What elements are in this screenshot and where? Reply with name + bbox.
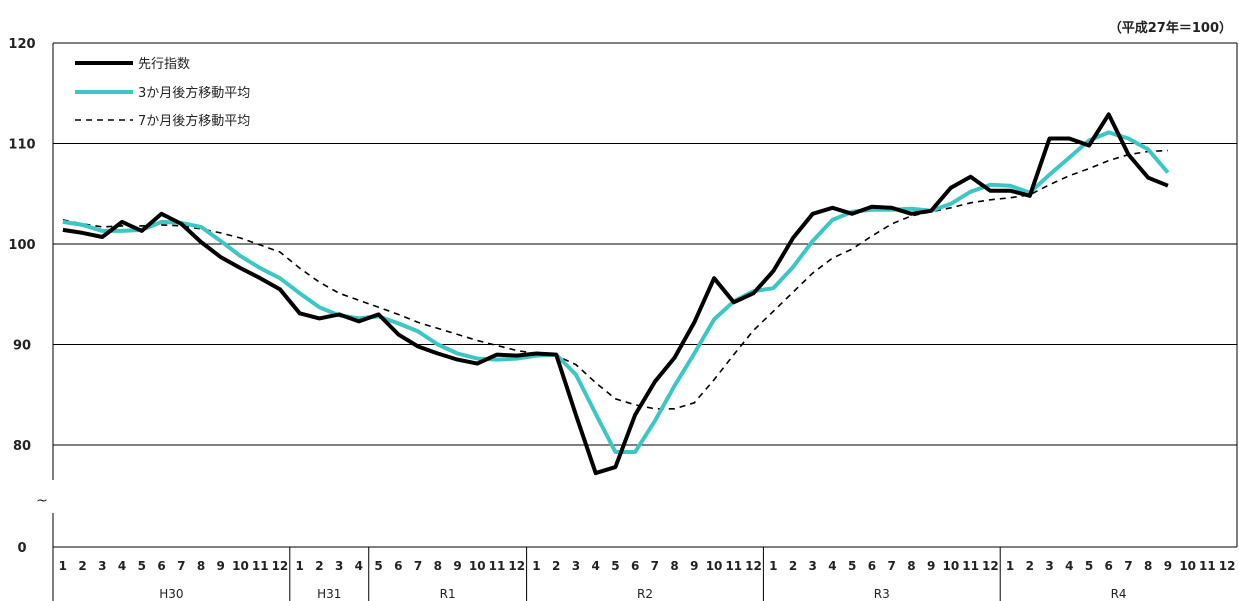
x-tick-label: 11 bbox=[489, 559, 506, 573]
legend: 先行指数 3か月後方移動平均 7か月後方移動平均 bbox=[75, 57, 250, 129]
x-tick-label: 4 bbox=[591, 559, 599, 573]
x-tick-label: 1 bbox=[1006, 559, 1014, 573]
x-tick-label: 9 bbox=[217, 559, 225, 573]
x-tick-label: 9 bbox=[1164, 559, 1172, 573]
x-tick-label: 3 bbox=[809, 559, 817, 573]
era-label: H30 bbox=[159, 587, 183, 601]
y-tick-label: 0 bbox=[17, 541, 26, 556]
x-tick-label: 12 bbox=[508, 559, 525, 573]
y-tick-label: 120 bbox=[8, 37, 35, 52]
y-axis-labels: 0 80 90 100 110 120 bbox=[8, 37, 35, 556]
legend-label: 3か月後方移動平均 bbox=[138, 85, 250, 101]
x-tick-label: 2 bbox=[78, 559, 86, 573]
x-tick-label: 2 bbox=[315, 559, 323, 573]
x-tick-label: 11 bbox=[725, 559, 742, 573]
x-tick-label: 9 bbox=[927, 559, 935, 573]
x-tick-label: 1 bbox=[59, 559, 67, 573]
x-tick-label: 2 bbox=[552, 559, 560, 573]
x-tick-label: 12 bbox=[982, 559, 999, 573]
x-tick-label: 6 bbox=[868, 559, 876, 573]
x-tick-label: 6 bbox=[631, 559, 639, 573]
x-tick-label: 7 bbox=[1124, 559, 1132, 573]
era-label: R1 bbox=[440, 587, 456, 601]
x-tick-label: 10 bbox=[469, 559, 486, 573]
unit-note: （平成27年＝100） bbox=[1109, 20, 1232, 36]
x-tick-label: 11 bbox=[1199, 559, 1216, 573]
x-tick-label: 6 bbox=[1105, 559, 1113, 573]
x-tick-label: 3 bbox=[98, 559, 106, 573]
series-line-2 bbox=[62, 130, 1170, 454]
x-tick-label: 9 bbox=[453, 559, 461, 573]
x-tick-label: 10 bbox=[1179, 559, 1196, 573]
legend-label: 7か月後方移動平均 bbox=[138, 113, 250, 129]
x-tick-label: 7 bbox=[887, 559, 895, 573]
x-tick-label: 5 bbox=[374, 559, 382, 573]
axes bbox=[52, 43, 1238, 601]
series-line-3 bbox=[62, 149, 1168, 410]
series-line-1 bbox=[62, 112, 1169, 476]
y-tick-label: 90 bbox=[13, 339, 31, 354]
x-tick-label: 6 bbox=[394, 559, 402, 573]
x-tick-label: 8 bbox=[670, 559, 678, 573]
x-tick-label: 9 bbox=[690, 559, 698, 573]
x-tick-label: 8 bbox=[1144, 559, 1152, 573]
x-tick-label: 8 bbox=[197, 559, 205, 573]
y-tick-label: 100 bbox=[8, 238, 35, 253]
x-tick-label: 3 bbox=[335, 559, 343, 573]
x-tick-label: 10 bbox=[706, 559, 723, 573]
x-tick-label: 3 bbox=[572, 559, 580, 573]
y-tick-label: 110 bbox=[8, 138, 35, 153]
x-tick-label: 5 bbox=[1085, 559, 1093, 573]
x-tick-label: 8 bbox=[907, 559, 915, 573]
x-tick-label: 12 bbox=[272, 559, 289, 573]
x-tick-label: 2 bbox=[789, 559, 797, 573]
x-tick-label: 7 bbox=[651, 559, 659, 573]
x-tick-label: 7 bbox=[177, 559, 185, 573]
grid-lines bbox=[53, 42, 1237, 446]
x-tick-label: 10 bbox=[943, 559, 960, 573]
x-tick-label: 5 bbox=[848, 559, 856, 573]
x-tick-label: 4 bbox=[118, 559, 126, 573]
series-lines bbox=[62, 112, 1170, 476]
x-axis-labels: 1 2 3 4 5 6 7 8 9 10 11 12 1 2 3 4 5 6 7 8 9 10 11 12 1 2 3 4 5 6 7 8 9 1… bbox=[59, 547, 1236, 601]
x-tick-label: 5 bbox=[611, 559, 619, 573]
x-tick-label: 5 bbox=[138, 559, 146, 573]
x-tick-label: 2 bbox=[1026, 559, 1034, 573]
x-tick-label: 6 bbox=[157, 559, 165, 573]
x-tick-label: 12 bbox=[745, 559, 762, 573]
x-tick-label: 1 bbox=[295, 559, 303, 573]
era-label: H31 bbox=[317, 587, 341, 601]
x-tick-label: 4 bbox=[355, 559, 363, 573]
x-tick-label: 12 bbox=[1219, 559, 1236, 573]
legend-label: 先行指数 bbox=[138, 57, 190, 72]
y-tick-label: 80 bbox=[13, 439, 31, 454]
x-tick-label: 4 bbox=[828, 559, 836, 573]
era-label: R3 bbox=[874, 587, 890, 601]
x-tick-label: 10 bbox=[232, 559, 249, 573]
x-tick-label: 11 bbox=[962, 559, 979, 573]
era-label: R2 bbox=[637, 587, 653, 601]
x-tick-label: 1 bbox=[532, 559, 540, 573]
x-tick-label: 3 bbox=[1045, 559, 1053, 573]
x-tick-label: 7 bbox=[414, 559, 422, 573]
x-tick-label: 11 bbox=[252, 559, 269, 573]
x-tick-label: 8 bbox=[434, 559, 442, 573]
x-tick-label: 1 bbox=[769, 559, 777, 573]
x-tick-label: 4 bbox=[1065, 559, 1073, 573]
axis-break-symbol: ~ bbox=[36, 493, 48, 509]
era-label: R4 bbox=[1111, 587, 1127, 601]
